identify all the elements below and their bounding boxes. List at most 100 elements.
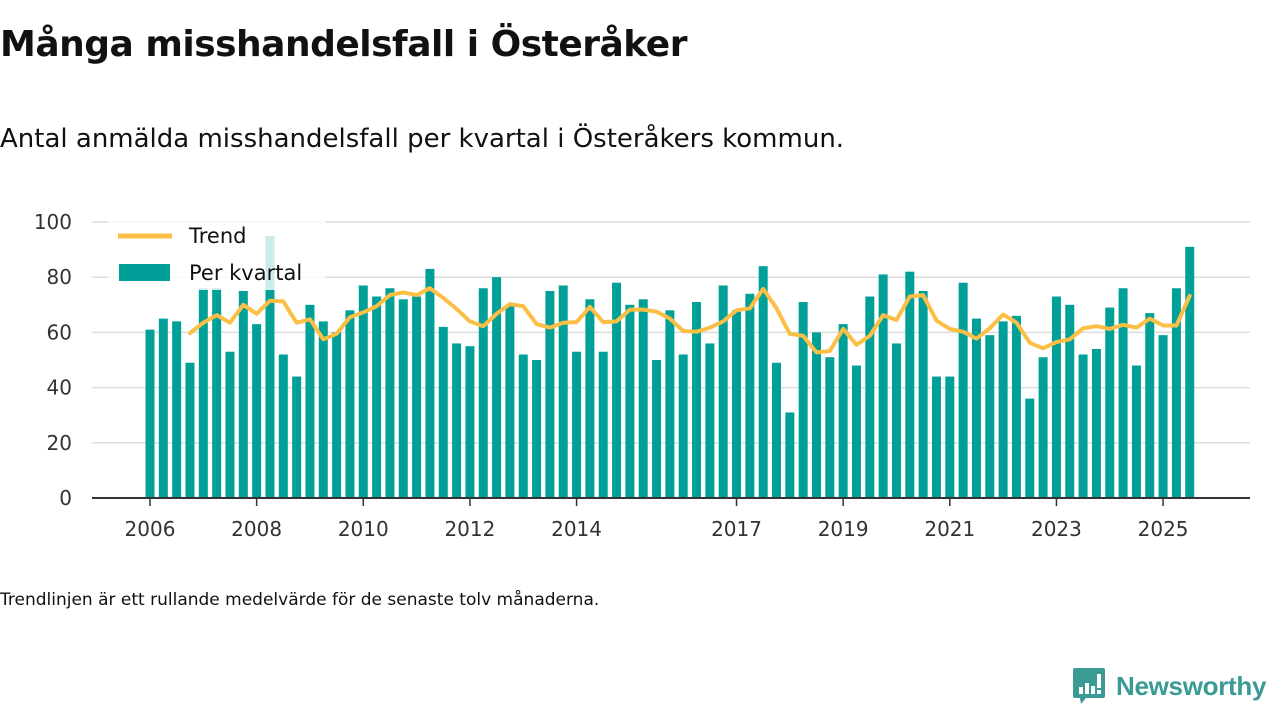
bar [1011,315,1021,498]
bar [505,304,515,498]
trend-series [188,286,1192,355]
bar [145,329,155,498]
trend-line [188,286,1192,355]
bar [838,324,848,498]
x-tick-label: 2021 [924,517,975,541]
bar [665,310,675,498]
x-tick-label: 2010 [338,517,389,541]
bar [278,354,288,498]
axes: 0 20 40 60 80 100 2006 2008 2010 2012 2014 2017 2019… [34,210,1250,541]
brand-name: Newsworthy [1116,670,1267,701]
bar [332,332,342,498]
x-tick-label: 2008 [231,517,282,541]
y-tick-label: 60 [47,320,72,344]
bar [372,296,382,498]
bar [931,376,941,498]
chart-subtitle: Antal anmälda misshandelsfall per kvarta… [0,124,845,154]
bar [718,285,728,498]
bar [865,296,875,498]
bar [185,362,195,498]
bar [971,318,981,498]
bar [438,326,448,498]
y-tick-label: 0 [59,486,72,510]
x-tick-label: 2014 [551,517,602,541]
bar [292,376,302,498]
bar [812,332,821,498]
bar [1105,307,1115,498]
x-tick-label: 2017 [711,517,762,541]
bar [625,304,635,498]
newsworthy-logo[interactable]: Newsworthy [1072,666,1266,706]
bar [985,335,995,498]
bar [998,321,1008,498]
footnote: Trendlinjen är ett rullande medelvärde f… [0,590,600,610]
bar [798,302,808,498]
bar [745,293,755,498]
legend-label-per-kvartal: Per kvartal [189,261,302,285]
bar [585,299,595,498]
y-tick-label: 40 [47,376,72,400]
bar [198,288,208,498]
bar [825,357,835,498]
bar [1118,288,1128,498]
bar [558,285,568,498]
bar [1145,313,1155,498]
bar [785,412,795,498]
bar [158,318,168,498]
bar [412,296,422,498]
x-tick-label: 2019 [818,517,869,541]
bar [758,266,768,498]
bar [772,362,782,498]
bar [265,235,275,499]
legend: Trend Per kvartal [108,218,326,290]
bar [891,343,901,498]
chart-title: Många misshandelsfall i Österåker [0,24,687,65]
bar [212,288,222,498]
legend-label-trend: Trend [188,224,246,248]
bar [1051,296,1061,498]
bar [878,274,888,498]
bar [1185,246,1195,498]
bar [318,321,328,498]
y-tick-label: 80 [47,265,72,289]
bar [851,365,861,498]
bar [945,376,955,498]
bar [385,288,395,498]
y-tick-label: 20 [47,431,72,455]
bar [452,343,462,498]
bar [518,354,528,498]
bar [478,288,488,498]
bar [358,285,368,498]
bar [1038,357,1048,498]
bar [705,343,715,498]
bar [678,354,688,498]
y-tick-label: 100 [34,210,72,234]
bar [1131,365,1141,498]
bar [1078,354,1088,498]
x-tick-label: 2012 [444,517,495,541]
bar [1025,398,1035,498]
bar [238,291,248,498]
bar [1158,335,1168,498]
bar [425,268,435,498]
x-tick-label: 2006 [125,517,176,541]
bar [612,282,622,498]
bar [492,277,502,498]
bar [465,346,475,498]
newsworthy-chart-bubble-icon [1073,668,1105,704]
bar [172,321,182,498]
bar [532,360,542,498]
bar [692,302,702,498]
bar [345,310,355,498]
bar [905,271,915,498]
x-tick-label: 2025 [1138,517,1189,541]
bar [598,351,608,498]
bar [918,291,928,498]
bar-series [145,235,1195,499]
bar [732,310,742,498]
x-tick-label: 2023 [1031,517,1082,541]
bar [1065,304,1075,498]
bar [225,351,235,498]
legend-bar-swatch [119,264,170,281]
